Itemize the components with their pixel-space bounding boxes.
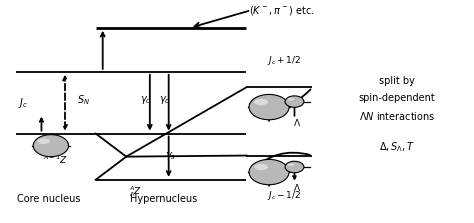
Text: $J_c+1/2$: $J_c+1/2$	[267, 54, 301, 67]
Text: $J_c-1/2$: $J_c-1/2$	[267, 189, 301, 202]
Ellipse shape	[37, 138, 50, 144]
Text: $(K^-,\pi^-)$ etc.: $(K^-,\pi^-)$ etc.	[249, 4, 315, 17]
Text: $^{A-1}Z$: $^{A-1}Z$	[43, 154, 68, 166]
Ellipse shape	[287, 163, 294, 166]
Text: spin-dependent: spin-dependent	[359, 93, 436, 103]
Text: $\Lambda$: $\Lambda$	[293, 182, 301, 193]
Ellipse shape	[287, 98, 294, 101]
Ellipse shape	[249, 94, 289, 120]
Text: $S_N$: $S_N$	[77, 94, 91, 107]
Ellipse shape	[33, 135, 69, 157]
Text: Hypernucleus: Hypernucleus	[130, 194, 198, 204]
Text: $\gamma_s$: $\gamma_s$	[165, 150, 176, 161]
Ellipse shape	[254, 99, 268, 105]
Ellipse shape	[285, 96, 304, 107]
Text: $\gamma_c$: $\gamma_c$	[140, 95, 152, 107]
FancyArrowPatch shape	[253, 89, 310, 109]
Ellipse shape	[285, 161, 304, 173]
Text: $\Lambda N$ interactions: $\Lambda N$ interactions	[359, 110, 436, 122]
Text: $\Delta, S_{\Lambda}, T$: $\Delta, S_{\Lambda}, T$	[379, 140, 415, 154]
Text: $J_c$: $J_c$	[18, 96, 27, 110]
Text: split by: split by	[379, 76, 415, 86]
Ellipse shape	[254, 164, 268, 170]
Text: $\Lambda$: $\Lambda$	[293, 117, 301, 128]
Text: Core nucleus: Core nucleus	[17, 194, 80, 204]
Text: $\gamma_c$: $\gamma_c$	[159, 95, 171, 107]
Text: $^A_{\Lambda}Z$: $^A_{\Lambda}Z$	[129, 184, 142, 199]
FancyArrowPatch shape	[252, 153, 310, 170]
Ellipse shape	[249, 159, 289, 185]
